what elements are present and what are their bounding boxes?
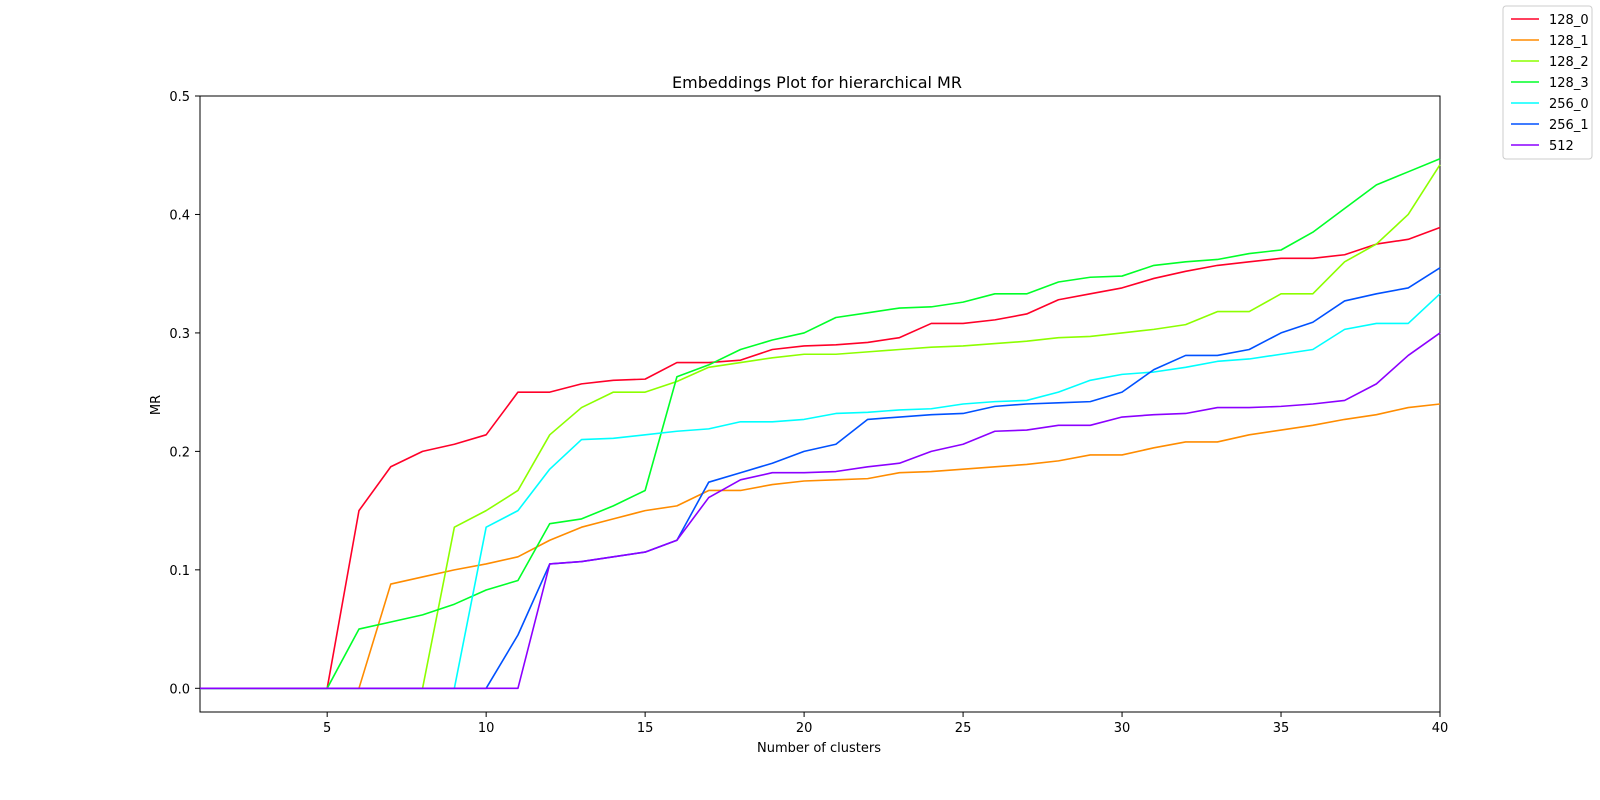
legend-label-128_3: 128_3	[1549, 76, 1589, 91]
x-tick-label: 10	[478, 721, 495, 736]
x-tick-label: 20	[796, 721, 813, 736]
x-tick-label: 40	[1432, 721, 1449, 736]
legend-label-256_0: 256_0	[1549, 97, 1589, 112]
x-tick-label: 25	[955, 721, 972, 736]
legend-label-256_1: 256_1	[1549, 118, 1589, 133]
x-tick-label: 35	[1273, 721, 1290, 736]
y-axis: 0.0 0.1 0.2 0.3 0.4 0.5	[169, 90, 200, 697]
legend: 128_0 128_1 128_2 128_3 256_0 256_1 512	[1502, 5, 1593, 160]
y-tick-label: 0.2	[169, 445, 190, 460]
series-line-128_1	[200, 403, 1441, 690]
y-axis-label: MR	[149, 395, 164, 415]
series-line-256_1	[200, 267, 1441, 690]
series-line-128_0	[200, 226, 1441, 690]
legend-label-128_1: 128_1	[1549, 34, 1589, 49]
series-line-256_0	[200, 293, 1441, 690]
legend-box	[1502, 5, 1593, 160]
chart-title: Embeddings Plot for hierarchical MR	[672, 73, 962, 92]
y-tick-label: 0.5	[169, 90, 190, 105]
plot-frame	[199, 95, 1441, 713]
series-lines	[200, 158, 1441, 690]
y-tick-label: 0.1	[169, 564, 190, 579]
x-tick-label: 5	[323, 721, 331, 736]
legend-label-128_2: 128_2	[1549, 55, 1589, 70]
x-tick-label: 30	[1114, 721, 1131, 736]
plot-area	[199, 95, 1441, 713]
x-axis: 5 10 15 20 25 30 35 40	[323, 712, 1448, 736]
legend-label-512: 512	[1549, 139, 1574, 154]
x-axis-label: Number of clusters	[757, 741, 881, 756]
series-line-128_3	[200, 158, 1441, 690]
y-tick-label: 0.4	[169, 208, 190, 223]
x-tick-label: 15	[637, 721, 654, 736]
series-line-512	[200, 332, 1441, 690]
series-line-128_2	[200, 164, 1441, 690]
legend-label-128_0: 128_0	[1549, 13, 1589, 28]
y-tick-label: 0.3	[169, 327, 190, 342]
y-tick-label: 0.0	[169, 682, 190, 697]
